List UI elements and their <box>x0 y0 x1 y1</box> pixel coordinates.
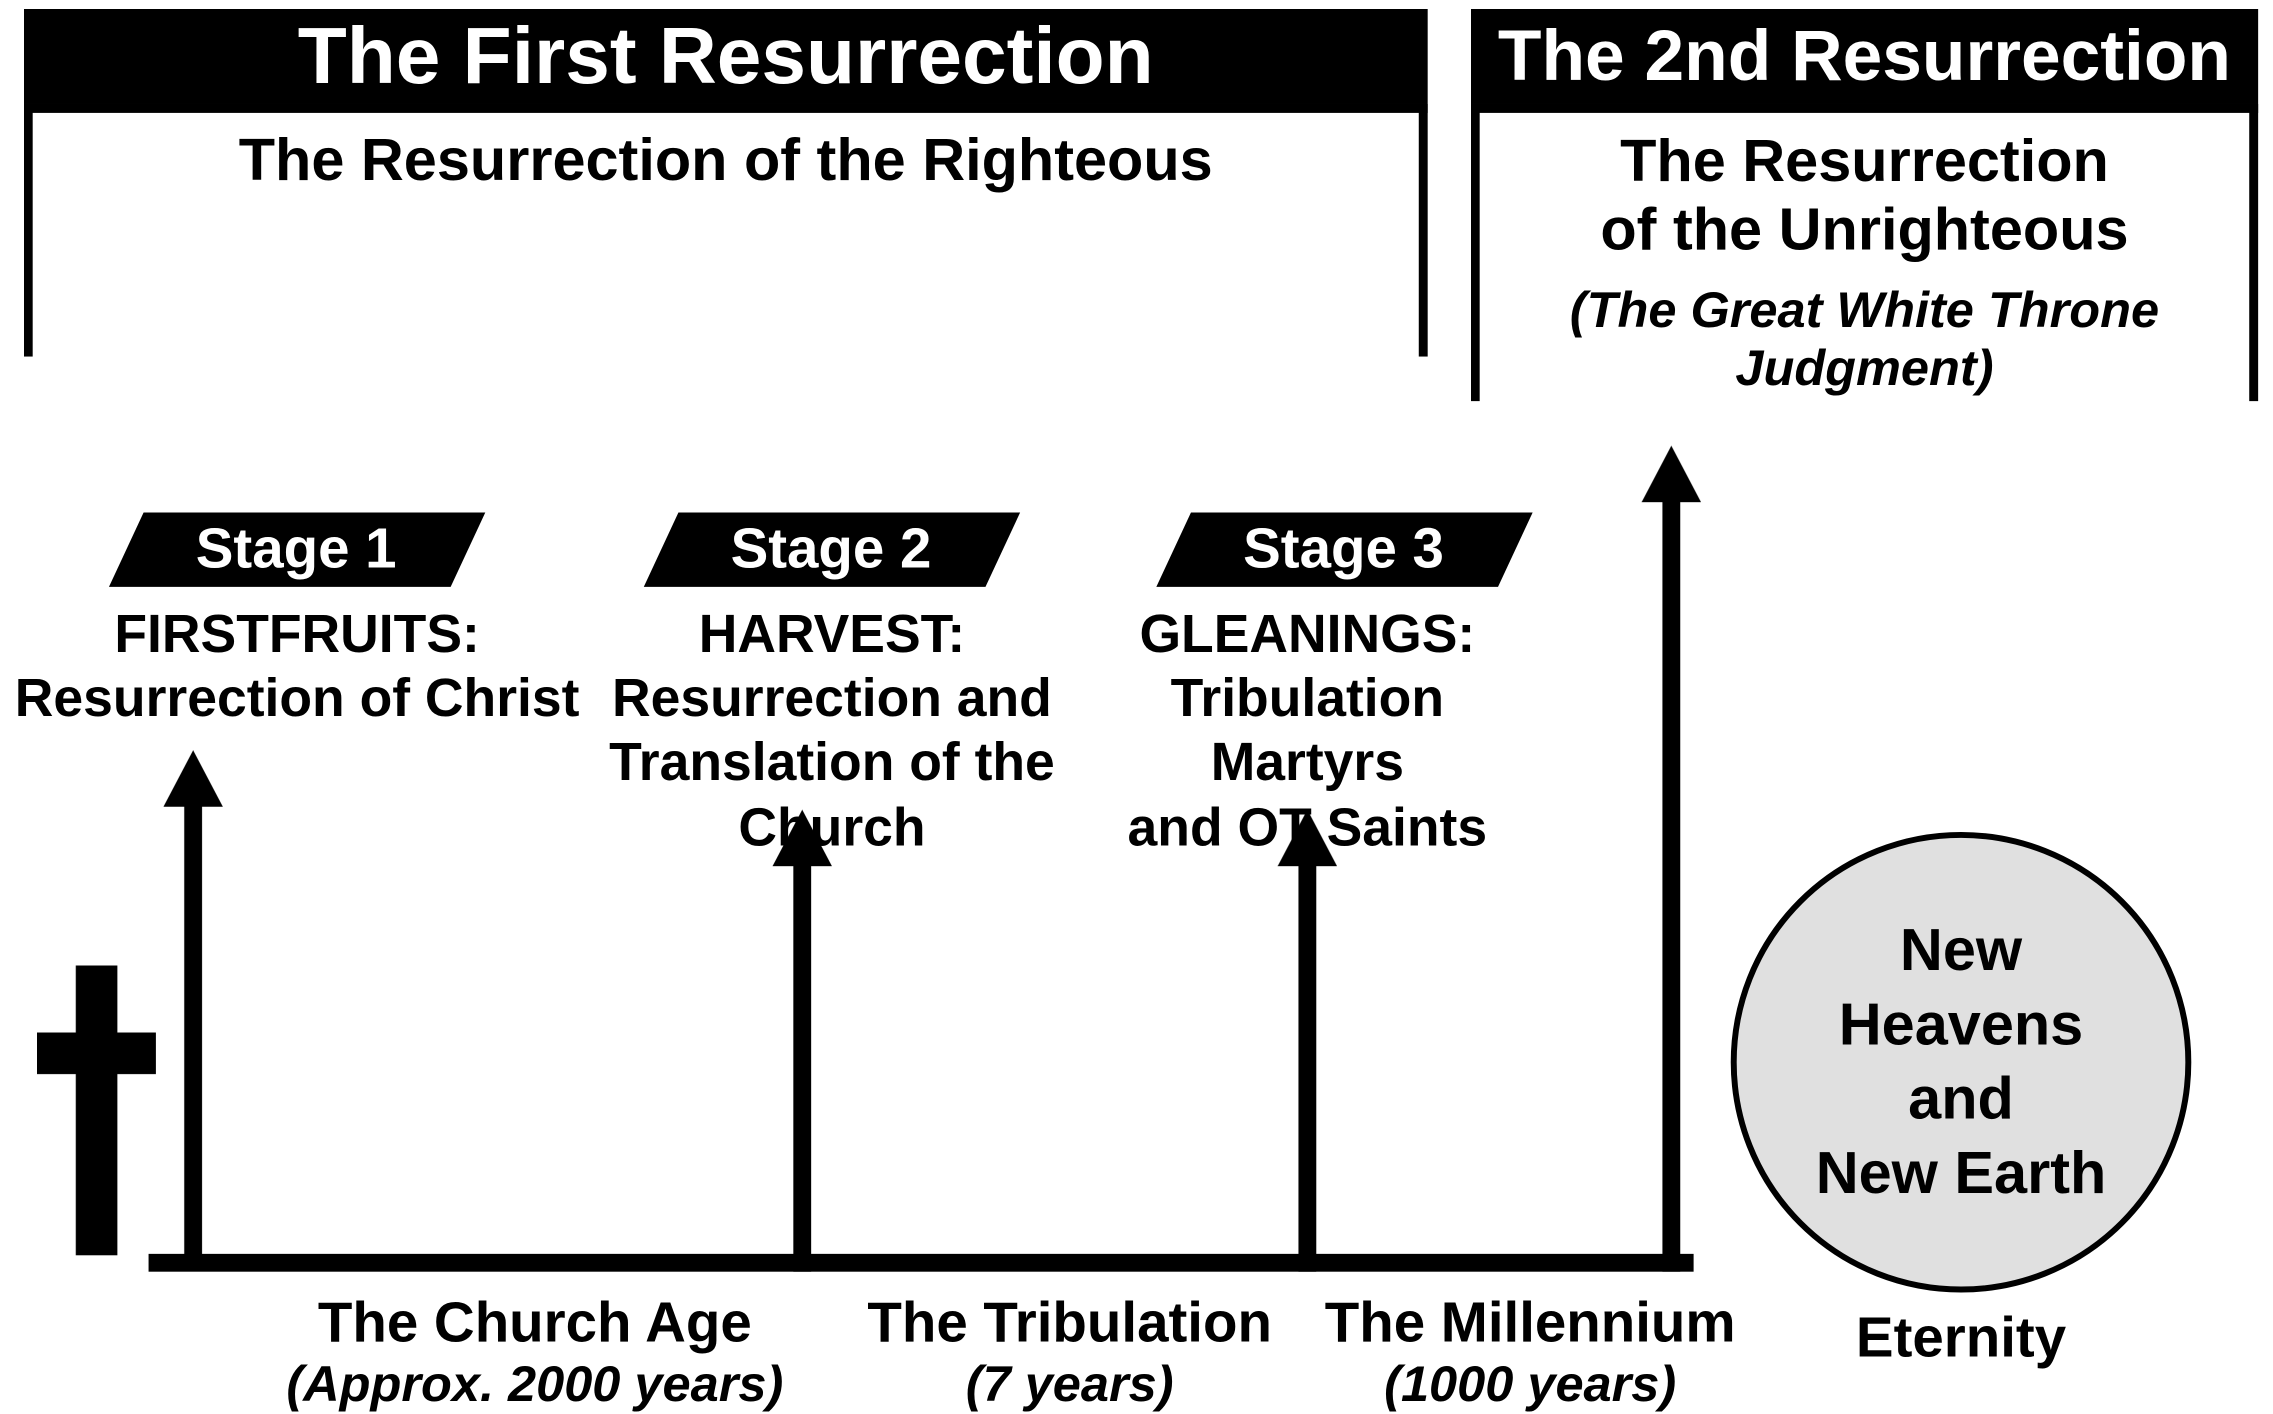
second-resurrection-subtitle: The Resurrection of the Unrighteous <box>1471 128 2258 265</box>
first-resurrection-header: The First Resurrection <box>24 9 1428 104</box>
second-italic-line1: (The Great White Throne <box>1570 282 2159 338</box>
stage-3-title: GLEANINGS: <box>1139 603 1475 664</box>
stage-3-banner: Stage 3 <box>1156 513 1532 587</box>
stage-3-arrow-shaft <box>1298 862 1316 1272</box>
second-resurrection-arrow-head <box>1642 446 1701 502</box>
period-tribulation-label: The Tribulation <box>802 1292 1337 1356</box>
stage-3-banner-text: Stage 3 <box>1244 518 1445 582</box>
stage-1-banner: Stage 1 <box>109 513 485 587</box>
second-subtitle-line2: of the Unrighteous <box>1600 198 2128 263</box>
first-resurrection-subtitle: The Resurrection of the Righteous <box>24 128 1428 195</box>
stage-2-arrow-shaft <box>793 862 811 1272</box>
stage-1-line2: Resurrection of Christ <box>15 667 580 728</box>
second-resurrection-italic: (The Great White Throne Judgment) <box>1471 282 2258 398</box>
period-millennium-sub: (1000 years) <box>1292 1356 1767 1414</box>
timeline-axis <box>149 1254 1694 1272</box>
stage-2-arrow-head <box>773 810 832 866</box>
second-resurrection-header: The 2nd Resurrection <box>1471 9 2258 104</box>
stage-3-line2: Tribulation Martyrs <box>1171 667 1444 792</box>
stage-2-banner: Stage 2 <box>644 513 1020 587</box>
second-resurrection-arrow-shaft <box>1662 498 1680 1272</box>
stage-1-title: FIRSTFRUITS: <box>114 603 479 664</box>
stage-2-line2: Resurrection and <box>612 667 1052 728</box>
stage-2-title: HARVEST: <box>699 603 965 664</box>
eternity-line1: New <box>1900 918 2022 983</box>
period-church-age-label: The Church Age <box>238 1292 832 1356</box>
stage-2-banner-text: Stage 2 <box>732 518 933 582</box>
cross-icon <box>37 966 156 1256</box>
eternity-circle: New Heavens and New Earth <box>1731 832 2192 1293</box>
period-millennium: The Millennium (1000 years) <box>1292 1292 1767 1414</box>
period-tribulation: The Tribulation (7 years) <box>802 1292 1337 1414</box>
first-resurrection-header-text: The First Resurrection <box>298 10 1154 102</box>
stage-1-banner-text: Stage 1 <box>197 518 398 582</box>
stage-1-text: FIRSTFRUITS: Resurrection of Christ <box>0 602 594 730</box>
second-resurrection-header-text: The 2nd Resurrection <box>1498 16 2231 98</box>
period-millennium-label: The Millennium <box>1292 1292 1767 1356</box>
second-subtitle-line1: The Resurrection <box>1620 129 2109 194</box>
second-italic-line2: Judgment) <box>1735 340 1993 396</box>
eternity-label: Eternity <box>1731 1307 2192 1371</box>
period-church-age-sub: (Approx. 2000 years) <box>238 1356 832 1414</box>
stage-1-arrow-head <box>163 750 222 806</box>
eternity-line4: New Earth <box>1816 1141 2107 1206</box>
stage-1-arrow-shaft <box>184 802 202 1271</box>
period-tribulation-sub: (7 years) <box>802 1356 1337 1414</box>
stage-3-arrow-head <box>1278 810 1337 866</box>
period-church-age: The Church Age (Approx. 2000 years) <box>238 1292 832 1414</box>
eternity-line2: Heavens <box>1839 992 2083 1057</box>
eternity-line3: and <box>1908 1067 2014 1132</box>
